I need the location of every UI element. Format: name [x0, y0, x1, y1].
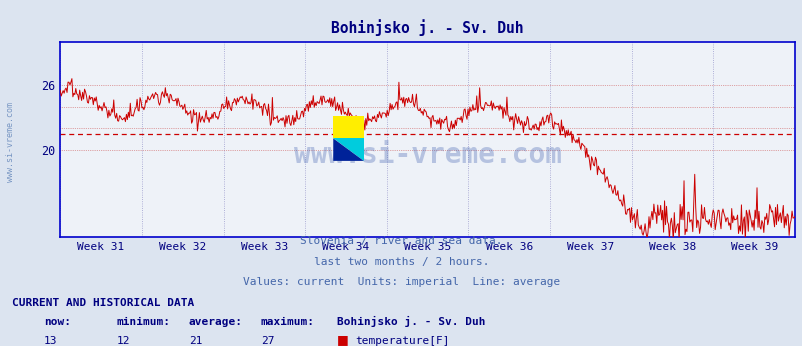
Text: maximum:: maximum:: [261, 317, 314, 327]
Text: ■: ■: [337, 333, 349, 346]
Text: CURRENT AND HISTORICAL DATA: CURRENT AND HISTORICAL DATA: [12, 298, 194, 308]
Text: www.si-vreme.com: www.si-vreme.com: [6, 102, 15, 182]
Text: 13: 13: [44, 336, 58, 346]
Text: www.si-vreme.com: www.si-vreme.com: [294, 141, 561, 169]
Text: 27: 27: [261, 336, 274, 346]
Text: Slovenia / river and sea data.: Slovenia / river and sea data.: [300, 236, 502, 246]
Text: average:: average:: [188, 317, 242, 327]
Text: 12: 12: [116, 336, 130, 346]
Polygon shape: [333, 138, 363, 161]
Text: Values: current  Units: imperial  Line: average: Values: current Units: imperial Line: av…: [242, 277, 560, 288]
Polygon shape: [333, 138, 363, 161]
Text: now:: now:: [44, 317, 71, 327]
Text: 21: 21: [188, 336, 202, 346]
Title: Bohinjsko j. - Sv. Duh: Bohinjsko j. - Sv. Duh: [331, 19, 523, 36]
Text: minimum:: minimum:: [116, 317, 170, 327]
Text: last two months / 2 hours.: last two months / 2 hours.: [314, 257, 488, 267]
Text: temperature[F]: temperature[F]: [354, 336, 449, 346]
Polygon shape: [333, 116, 363, 138]
Text: Bohinjsko j. - Sv. Duh: Bohinjsko j. - Sv. Duh: [337, 316, 485, 327]
